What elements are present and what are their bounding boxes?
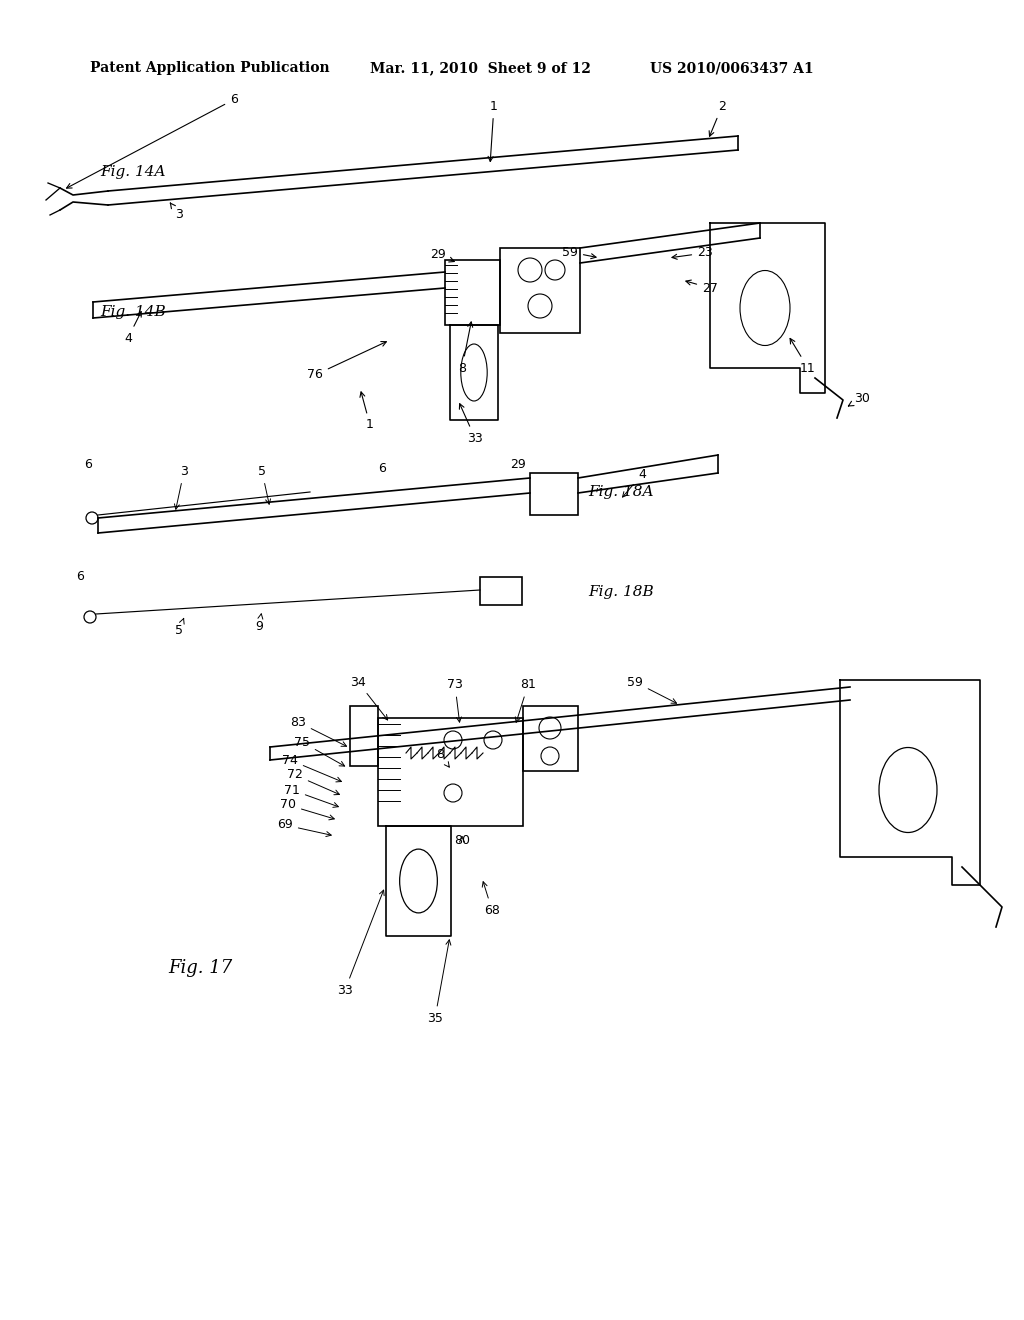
Text: 4: 4 <box>623 469 646 498</box>
Text: 72: 72 <box>287 768 339 795</box>
Text: 76: 76 <box>307 342 386 381</box>
Text: 23: 23 <box>672 247 713 260</box>
Text: 59: 59 <box>562 246 596 259</box>
Text: 81: 81 <box>515 678 536 722</box>
Text: 73: 73 <box>447 678 463 722</box>
Text: 34: 34 <box>350 676 388 719</box>
Text: 71: 71 <box>284 784 338 808</box>
Text: 3: 3 <box>170 203 183 220</box>
Text: 6: 6 <box>378 462 386 475</box>
Text: 5: 5 <box>175 618 184 638</box>
Text: Fig. 18A: Fig. 18A <box>588 484 653 499</box>
Text: 29: 29 <box>430 248 455 261</box>
Bar <box>530 473 578 515</box>
Text: 6: 6 <box>67 92 238 189</box>
Text: 83: 83 <box>290 715 346 746</box>
Text: 6: 6 <box>84 458 92 471</box>
Text: 80: 80 <box>454 833 470 846</box>
Bar <box>378 718 523 826</box>
Text: 6: 6 <box>76 570 84 583</box>
Text: 29: 29 <box>510 458 526 471</box>
Text: Mar. 11, 2010  Sheet 9 of 12: Mar. 11, 2010 Sheet 9 of 12 <box>370 61 591 75</box>
Text: 59: 59 <box>627 676 677 704</box>
Text: 11: 11 <box>791 338 816 375</box>
Text: 8: 8 <box>436 748 450 767</box>
Text: 68: 68 <box>482 882 500 916</box>
Text: Fig. 18B: Fig. 18B <box>588 585 653 599</box>
Text: Patent Application Publication: Patent Application Publication <box>90 61 330 75</box>
Bar <box>523 706 578 771</box>
Text: 9: 9 <box>255 614 263 634</box>
Text: Fig. 14A: Fig. 14A <box>100 165 166 180</box>
Text: 2: 2 <box>710 100 726 136</box>
Text: Fig. 17: Fig. 17 <box>168 960 232 977</box>
Text: 4: 4 <box>124 312 141 345</box>
Text: Fig. 14B: Fig. 14B <box>100 305 166 319</box>
Text: 1: 1 <box>488 100 498 161</box>
Text: 8: 8 <box>458 322 473 375</box>
Text: 70: 70 <box>280 799 334 820</box>
Bar <box>480 577 522 605</box>
Bar <box>500 248 580 333</box>
Text: 33: 33 <box>337 890 384 997</box>
Bar <box>350 706 378 766</box>
Bar <box>445 260 500 325</box>
Text: 74: 74 <box>282 754 341 781</box>
Text: 75: 75 <box>294 735 345 766</box>
Text: 5: 5 <box>258 465 270 504</box>
Text: 30: 30 <box>848 392 870 407</box>
Text: 35: 35 <box>427 940 451 1024</box>
Text: 27: 27 <box>686 280 718 294</box>
Text: 69: 69 <box>278 818 331 837</box>
Text: US 2010/0063437 A1: US 2010/0063437 A1 <box>650 61 814 75</box>
Text: 3: 3 <box>174 465 187 510</box>
Text: 1: 1 <box>360 392 374 432</box>
Text: 33: 33 <box>460 404 483 445</box>
